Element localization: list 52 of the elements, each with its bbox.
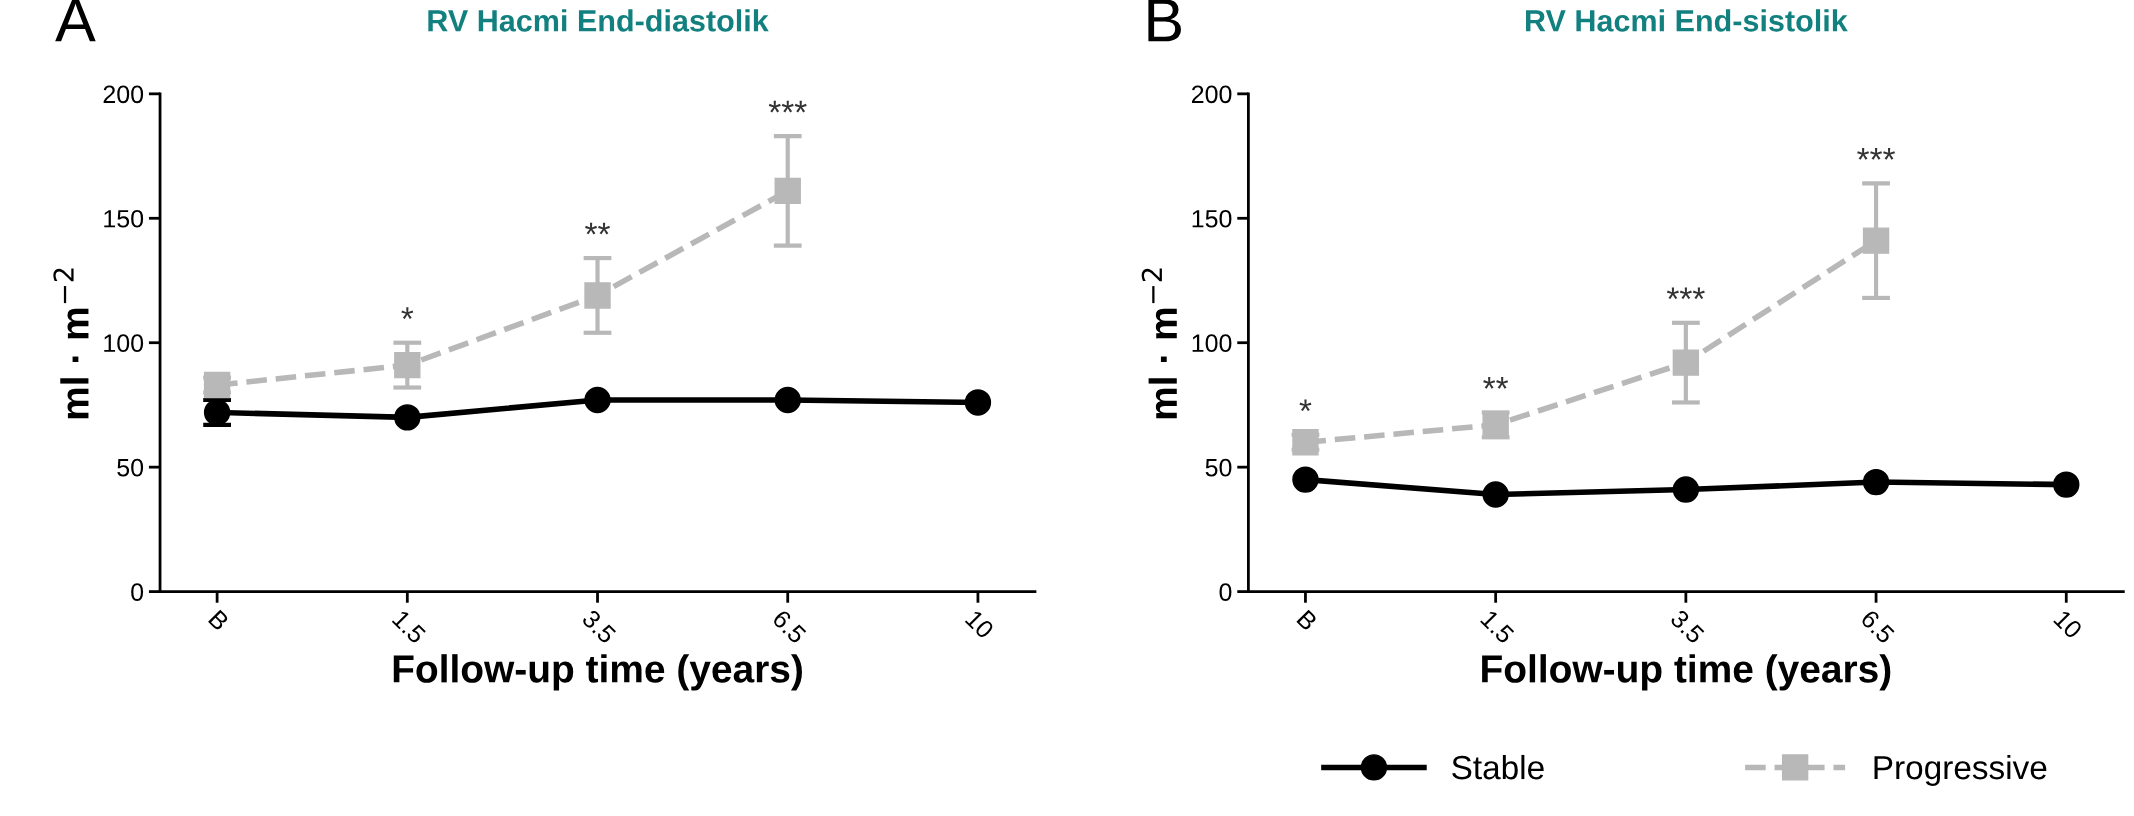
y-tick-label: 150 bbox=[1192, 209, 1232, 228]
x-tick-label: B bbox=[208, 609, 230, 632]
x-tick-label: 1.5 bbox=[1479, 609, 1515, 645]
y-tick-label: 200 bbox=[1191, 85, 1232, 104]
y-tick-label: 100 bbox=[104, 334, 144, 353]
point bbox=[774, 177, 801, 205]
point bbox=[2053, 471, 2080, 498]
y-tick-label: 0 bbox=[131, 583, 144, 601]
data-label: *** bbox=[768, 100, 807, 113]
y-axis-title: ml · m$^{−2}$ bbox=[1141, 268, 1177, 419]
data-label: * bbox=[1299, 399, 1312, 412]
chart-title: RV Hacmi End-diastolik bbox=[428, 9, 769, 32]
point bbox=[203, 371, 231, 399]
y-axis-title: ml · m$^{−2}$ bbox=[53, 268, 89, 419]
x-tick-label: 10 bbox=[2053, 609, 2084, 640]
y-tick-label: 150 bbox=[104, 209, 144, 228]
legend-label: Stable bbox=[1452, 754, 1544, 780]
x-axis-title: Follow-up time (years) bbox=[1482, 654, 1891, 691]
text: B bbox=[1148, 0, 1181, 42]
x-tick-label: 3.5 bbox=[581, 608, 617, 645]
point bbox=[394, 404, 421, 431]
point bbox=[964, 389, 992, 416]
x-tick-label: 6.5 bbox=[771, 608, 808, 645]
y-tick-label: 0 bbox=[1219, 583, 1232, 601]
y-tick-label: 200 bbox=[103, 85, 144, 104]
point bbox=[1482, 481, 1509, 508]
y-tick-label: 100 bbox=[1192, 334, 1232, 353]
point bbox=[774, 386, 801, 414]
point bbox=[1672, 476, 1700, 503]
x-tick-label: 10 bbox=[964, 609, 995, 640]
data-label: *** bbox=[1666, 287, 1705, 300]
y-tick-label: 50 bbox=[117, 458, 144, 477]
data-label: *** bbox=[1857, 148, 1895, 160]
x-axis-title: Follow-up time (years) bbox=[393, 654, 802, 691]
point bbox=[584, 282, 611, 309]
x-tick-label: 1.5 bbox=[391, 609, 427, 645]
x-tick-label: B bbox=[1296, 609, 1318, 632]
point bbox=[1292, 466, 1319, 493]
point bbox=[584, 386, 611, 414]
x-tick-label: 6.5 bbox=[1859, 608, 1896, 645]
text: A bbox=[55, 0, 96, 42]
y-tick-label: 50 bbox=[1205, 458, 1232, 477]
legend-label: Progressive bbox=[1874, 754, 2047, 786]
point bbox=[1862, 227, 1890, 254]
chart-title: RV Hacmi End-sistolik bbox=[1526, 9, 1848, 32]
x-tick-label: 3.5 bbox=[1669, 608, 1706, 645]
data-label: ** bbox=[585, 222, 610, 235]
data-label: ** bbox=[1483, 377, 1509, 389]
point bbox=[1672, 349, 1700, 376]
point bbox=[1862, 468, 1890, 496]
point bbox=[394, 351, 421, 379]
data-label: * bbox=[401, 307, 414, 320]
